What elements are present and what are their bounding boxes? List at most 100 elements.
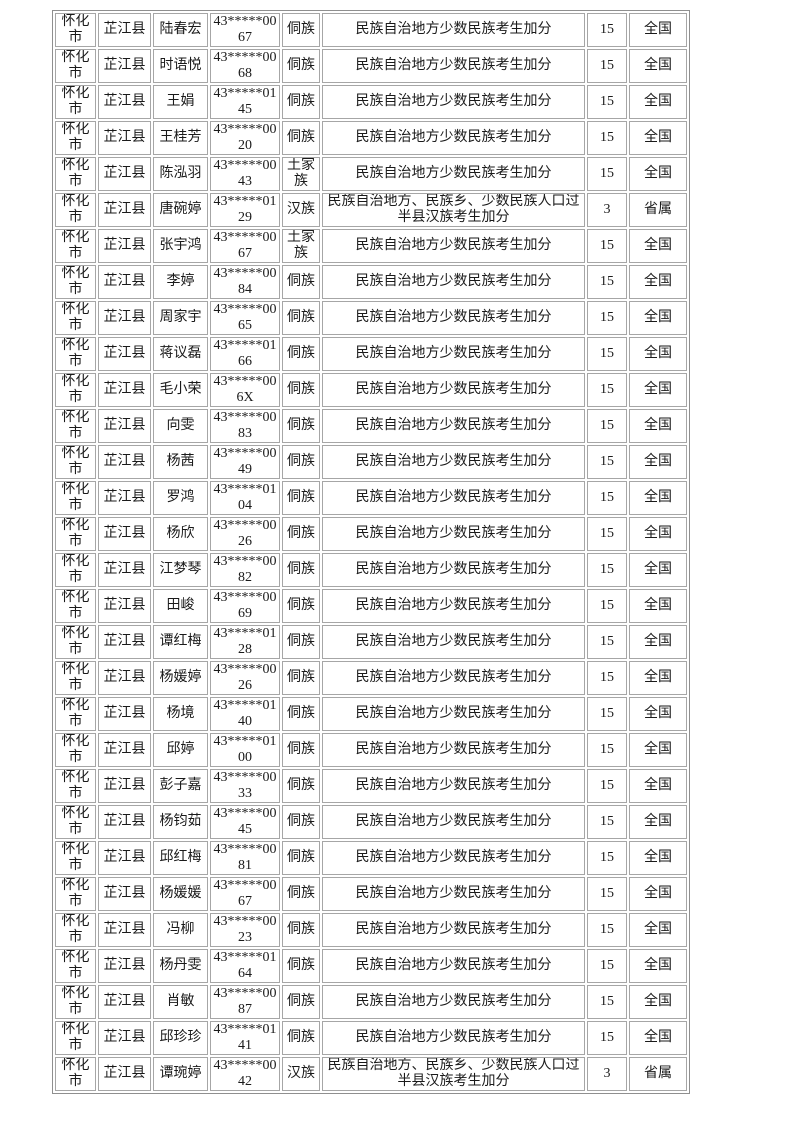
cell-points: 15	[587, 841, 627, 875]
cell-ethnicity: 侗族	[282, 589, 320, 623]
cell-county: 芷江县	[98, 481, 151, 515]
cell-city: 怀化市	[55, 877, 96, 911]
table-row: 怀化市 芷江县 时语悦 43*****0068 侗族 民族自治地方少数民族考生加…	[55, 49, 687, 83]
cell-scope: 全国	[629, 625, 687, 659]
cell-county: 芷江县	[98, 985, 151, 1019]
table-row: 怀化市 芷江县 唐碗婷 43*****0129 汉族 民族自治地方、民族乡、少数…	[55, 193, 687, 227]
cell-policy: 民族自治地方少数民族考生加分	[322, 445, 585, 479]
cell-points: 3	[587, 1057, 627, 1091]
cell-county: 芷江县	[98, 445, 151, 479]
cell-city: 怀化市	[55, 805, 96, 839]
cell-county: 芷江县	[98, 949, 151, 983]
cell-policy: 民族自治地方少数民族考生加分	[322, 373, 585, 407]
cell-id-masked: 43*****0020	[210, 121, 280, 155]
cell-name: 时语悦	[153, 49, 208, 83]
cell-scope: 全国	[629, 877, 687, 911]
cell-ethnicity: 侗族	[282, 553, 320, 587]
cell-city: 怀化市	[55, 985, 96, 1019]
cell-city: 怀化市	[55, 49, 96, 83]
cell-points: 15	[587, 1021, 627, 1055]
cell-id-masked: 43*****0026	[210, 661, 280, 695]
cell-ethnicity: 侗族	[282, 301, 320, 335]
table-row: 怀化市 芷江县 杨欣 43*****0026 侗族 民族自治地方少数民族考生加分…	[55, 517, 687, 551]
cell-scope: 全国	[629, 661, 687, 695]
cell-city: 怀化市	[55, 265, 96, 299]
cell-ethnicity: 侗族	[282, 49, 320, 83]
cell-ethnicity: 侗族	[282, 13, 320, 47]
cell-ethnicity: 侗族	[282, 337, 320, 371]
cell-name: 王娟	[153, 85, 208, 119]
cell-scope: 全国	[629, 589, 687, 623]
cell-id-masked: 43*****0084	[210, 265, 280, 299]
cell-ethnicity: 侗族	[282, 517, 320, 551]
table-row: 怀化市 芷江县 邱珍珍 43*****0141 侗族 民族自治地方少数民族考生加…	[55, 1021, 687, 1055]
cell-city: 怀化市	[55, 733, 96, 767]
cell-county: 芷江县	[98, 13, 151, 47]
cell-points: 15	[587, 913, 627, 947]
cell-policy: 民族自治地方少数民族考生加分	[322, 409, 585, 443]
cell-policy: 民族自治地方少数民族考生加分	[322, 625, 585, 659]
cell-name: 唐碗婷	[153, 193, 208, 227]
table-row: 怀化市 芷江县 王桂芳 43*****0020 侗族 民族自治地方少数民族考生加…	[55, 121, 687, 155]
cell-city: 怀化市	[55, 1021, 96, 1055]
cell-county: 芷江县	[98, 877, 151, 911]
cell-points: 15	[587, 697, 627, 731]
cell-county: 芷江县	[98, 373, 151, 407]
cell-county: 芷江县	[98, 49, 151, 83]
cell-city: 怀化市	[55, 481, 96, 515]
cell-name: 谭红梅	[153, 625, 208, 659]
cell-name: 毛小荣	[153, 373, 208, 407]
cell-county: 芷江县	[98, 841, 151, 875]
cell-id-masked: 43*****0166	[210, 337, 280, 371]
cell-ethnicity: 土家族	[282, 157, 320, 191]
cell-points: 15	[587, 733, 627, 767]
cell-ethnicity: 侗族	[282, 697, 320, 731]
cell-policy: 民族自治地方少数民族考生加分	[322, 121, 585, 155]
cell-name: 杨媛婷	[153, 661, 208, 695]
table-body: 怀化市 芷江县 陆春宏 43*****0067 侗族 民族自治地方少数民族考生加…	[55, 13, 687, 1091]
table-row: 怀化市 芷江县 罗鸿 43*****0104 侗族 民族自治地方少数民族考生加分…	[55, 481, 687, 515]
cell-scope: 全国	[629, 1021, 687, 1055]
cell-name: 蒋议磊	[153, 337, 208, 371]
cell-id-masked: 43*****0043	[210, 157, 280, 191]
cell-scope: 全国	[629, 121, 687, 155]
cell-county: 芷江县	[98, 913, 151, 947]
table-row: 怀化市 芷江县 邱婷 43*****0100 侗族 民族自治地方少数民族考生加分…	[55, 733, 687, 767]
cell-city: 怀化市	[55, 337, 96, 371]
cell-policy: 民族自治地方少数民族考生加分	[322, 229, 585, 263]
cell-policy: 民族自治地方少数民族考生加分	[322, 877, 585, 911]
cell-policy: 民族自治地方少数民族考生加分	[322, 85, 585, 119]
cell-city: 怀化市	[55, 589, 96, 623]
cell-scope: 全国	[629, 841, 687, 875]
cell-id-masked: 43*****0026	[210, 517, 280, 551]
cell-name: 杨欣	[153, 517, 208, 551]
table-row: 怀化市 芷江县 谭琬婷 43*****0042 汉族 民族自治地方、民族乡、少数…	[55, 1057, 687, 1091]
table-row: 怀化市 芷江县 张宇鸿 43*****0067 土家族 民族自治地方少数民族考生…	[55, 229, 687, 263]
cell-county: 芷江县	[98, 409, 151, 443]
cell-points: 15	[587, 373, 627, 407]
cell-name: 张宇鸿	[153, 229, 208, 263]
cell-policy: 民族自治地方少数民族考生加分	[322, 265, 585, 299]
cell-points: 15	[587, 85, 627, 119]
cell-policy: 民族自治地方少数民族考生加分	[322, 661, 585, 695]
cell-points: 15	[587, 517, 627, 551]
cell-scope: 全国	[629, 949, 687, 983]
cell-policy: 民族自治地方少数民族考生加分	[322, 733, 585, 767]
cell-name: 陈泓羽	[153, 157, 208, 191]
table-row: 怀化市 芷江县 周家宇 43*****0065 侗族 民族自治地方少数民族考生加…	[55, 301, 687, 335]
cell-county: 芷江县	[98, 553, 151, 587]
cell-id-masked: 43*****0067	[210, 877, 280, 911]
table-row: 怀化市 芷江县 陈泓羽 43*****0043 土家族 民族自治地方少数民族考生…	[55, 157, 687, 191]
cell-id-masked: 43*****0141	[210, 1021, 280, 1055]
cell-points: 15	[587, 13, 627, 47]
cell-policy: 民族自治地方少数民族考生加分	[322, 49, 585, 83]
cell-ethnicity: 侗族	[282, 913, 320, 947]
cell-city: 怀化市	[55, 949, 96, 983]
cell-city: 怀化市	[55, 1057, 96, 1091]
table-row: 怀化市 芷江县 陆春宏 43*****0067 侗族 民族自治地方少数民族考生加…	[55, 13, 687, 47]
table-row: 怀化市 芷江县 冯柳 43*****0023 侗族 民族自治地方少数民族考生加分…	[55, 913, 687, 947]
cell-points: 15	[587, 49, 627, 83]
cell-county: 芷江县	[98, 661, 151, 695]
cell-id-masked: 43*****0042	[210, 1057, 280, 1091]
cell-name: 罗鸿	[153, 481, 208, 515]
